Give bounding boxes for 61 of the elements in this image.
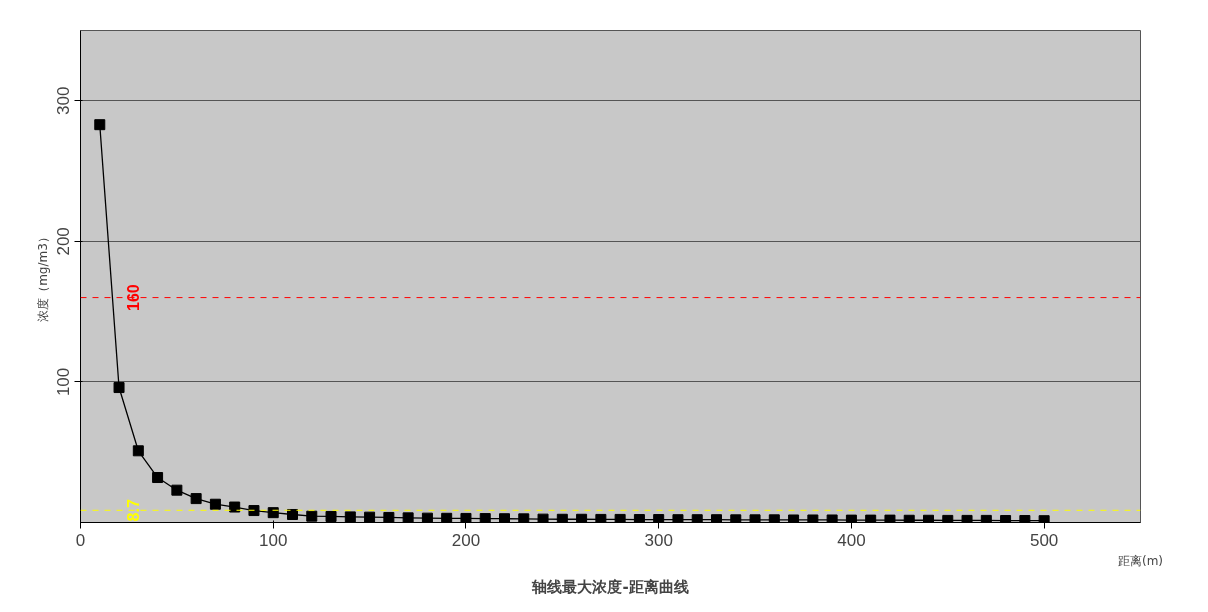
x-tick-label: 400 (837, 530, 866, 550)
point (267, 507, 279, 519)
point (113, 382, 125, 394)
point (518, 513, 530, 523)
point (961, 514, 973, 523)
point (807, 514, 819, 523)
point (865, 514, 877, 523)
point (576, 513, 588, 523)
point (923, 514, 934, 523)
y-tick-label: 300 (54, 86, 74, 115)
point (903, 514, 915, 523)
point (421, 512, 433, 523)
point (190, 493, 202, 505)
point (364, 511, 376, 523)
point (653, 514, 665, 523)
x-tick-label: 200 (451, 530, 481, 550)
x-tick-label: 0 (75, 530, 86, 550)
point (556, 513, 568, 523)
point (402, 512, 414, 523)
point (826, 514, 838, 523)
point (209, 498, 221, 510)
x-tick-label: 300 (644, 530, 673, 550)
y-tick-label: 100 (54, 367, 74, 397)
point (633, 514, 645, 523)
x-tick-label: 500 (1029, 530, 1059, 550)
point (730, 514, 742, 523)
x-axis-title: 距离(m) (1117, 553, 1164, 568)
point (287, 508, 298, 520)
point (171, 484, 183, 496)
x-tick-label: 100 (259, 530, 288, 550)
point (884, 514, 896, 523)
point (788, 514, 800, 523)
point (691, 514, 703, 523)
point (614, 513, 626, 523)
point (537, 513, 549, 523)
point (499, 513, 510, 523)
point (711, 514, 722, 523)
point (441, 512, 453, 523)
point (595, 513, 607, 523)
point (460, 512, 472, 523)
point (672, 514, 684, 523)
point (306, 510, 318, 522)
point (980, 514, 992, 523)
point (942, 514, 954, 523)
point (152, 472, 164, 484)
point (229, 501, 241, 513)
ref-line-label: 8.7 (124, 499, 142, 522)
point (344, 511, 356, 523)
point (94, 119, 106, 131)
point (325, 510, 337, 522)
point (248, 505, 260, 517)
ref-line-label: 160 (124, 284, 142, 311)
point (749, 514, 761, 523)
text: 轴线最大浓度-距离曲线 (531, 577, 689, 596)
point (132, 445, 144, 457)
point (845, 514, 857, 523)
point (768, 514, 780, 523)
point (479, 513, 491, 523)
point (383, 511, 395, 523)
y-tick-label: 200 (54, 227, 74, 256)
y-axis-title: 浓度（mg/m3） (35, 231, 50, 322)
